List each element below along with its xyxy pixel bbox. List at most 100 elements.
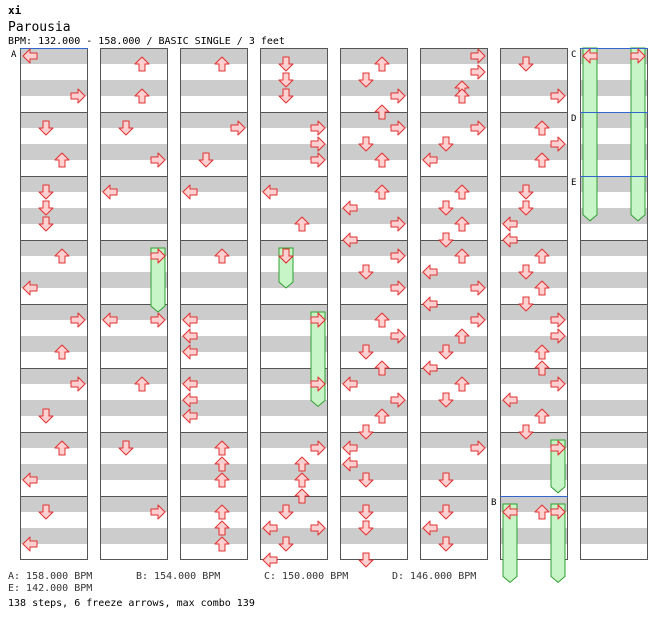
beat-band: [20, 208, 88, 224]
bpm-marker-label: E: [571, 178, 576, 188]
arrow-shape: [182, 376, 198, 392]
column-border: [180, 48, 248, 560]
step-left-arrow: [422, 520, 438, 536]
step-left-arrow: [342, 440, 358, 456]
step-down-arrow: [518, 184, 534, 200]
arrow-shape: [470, 312, 486, 328]
beat-band: [100, 80, 168, 96]
step-down-arrow: [198, 152, 214, 168]
arrow-shape: [358, 552, 374, 568]
beat-band: [580, 368, 648, 384]
beat-band: [100, 176, 168, 192]
column-border: [100, 48, 168, 560]
beat-band: [260, 208, 328, 224]
beat-band: [420, 272, 488, 288]
beat-band: [180, 48, 248, 64]
arrow-shape: [214, 56, 230, 72]
step-right-arrow: [550, 376, 566, 392]
beat-band: [420, 240, 488, 256]
arrow-shape: [518, 184, 534, 200]
step-left-arrow: [262, 184, 278, 200]
arrow-shape: [422, 296, 438, 312]
arrow-shape: [54, 152, 70, 168]
step-up-arrow: [214, 56, 230, 72]
beat-band: [340, 464, 408, 480]
chart-column: [260, 48, 328, 560]
beat-band: [20, 336, 88, 352]
beat-band: [260, 496, 328, 512]
beat-band: [180, 304, 248, 320]
beat-band: [20, 176, 88, 192]
beat-band: [340, 496, 408, 512]
beat-band: [180, 528, 248, 544]
beat-band: [420, 336, 488, 352]
step-left-arrow: [102, 312, 118, 328]
step-up-arrow: [214, 520, 230, 536]
step-right-arrow: [150, 312, 166, 328]
beat-band: [420, 304, 488, 320]
beat-band: [340, 432, 408, 448]
beat-band: [340, 528, 408, 544]
step-right-arrow: [550, 328, 566, 344]
arrow-shape: [134, 56, 150, 72]
step-right-arrow: [550, 504, 566, 520]
step-right-arrow: [470, 440, 486, 456]
step-up-arrow: [374, 360, 390, 376]
step-up-arrow: [534, 280, 550, 296]
step-right-arrow: [70, 312, 86, 328]
beat-band: [420, 368, 488, 384]
step-right-arrow: [470, 312, 486, 328]
beat-band: [180, 272, 248, 288]
arrow-shape: [454, 376, 470, 392]
arrow-shape: [550, 440, 566, 456]
step-right-arrow: [150, 504, 166, 520]
step-left-arrow: [182, 312, 198, 328]
step-down-arrow: [278, 56, 294, 72]
arrow-shape: [310, 120, 326, 136]
arrow-shape: [518, 296, 534, 312]
step-up-arrow: [214, 472, 230, 488]
bpm-legend-a: A: 158.000 BPM: [8, 571, 93, 582]
beat-band: [420, 496, 488, 512]
beat-band: [260, 80, 328, 96]
step-left-arrow: [182, 376, 198, 392]
arrow-shape: [470, 440, 486, 456]
step-up-arrow: [534, 344, 550, 360]
step-left-arrow: [182, 184, 198, 200]
arrow-shape: [358, 72, 374, 88]
step-up-arrow: [374, 408, 390, 424]
step-right-arrow: [310, 376, 326, 392]
arrow-shape: [150, 312, 166, 328]
arrow-shape: [630, 48, 646, 64]
step-up-arrow: [294, 216, 310, 232]
beat-band: [20, 112, 88, 128]
step-left-arrow: [342, 376, 358, 392]
stats-line: 138 steps, 6 freeze arrows, max combo 13…: [8, 598, 255, 609]
arrow-shape: [454, 88, 470, 104]
step-up-arrow: [454, 248, 470, 264]
step-up-arrow: [54, 152, 70, 168]
beat-band: [180, 240, 248, 256]
step-right-arrow: [150, 152, 166, 168]
beat-band: [100, 400, 168, 416]
arrow-shape: [182, 392, 198, 408]
step-left-arrow: [422, 296, 438, 312]
step-down-arrow: [278, 88, 294, 104]
step-down-arrow: [438, 392, 454, 408]
arrow-shape: [582, 48, 598, 64]
beat-band: [180, 112, 248, 128]
arrow-shape: [502, 504, 518, 520]
arrow-shape: [310, 312, 326, 328]
arrow-shape: [550, 328, 566, 344]
step-right-arrow: [550, 88, 566, 104]
arrow-shape: [470, 120, 486, 136]
step-down-arrow: [358, 520, 374, 536]
column-border: [340, 48, 408, 560]
step-down-arrow: [278, 504, 294, 520]
arrow-shape: [70, 312, 86, 328]
arrow-shape: [550, 376, 566, 392]
arrow-shape: [70, 376, 86, 392]
freeze-arrow: [502, 503, 518, 584]
arrow-shape: [182, 328, 198, 344]
arrow-shape: [358, 136, 374, 152]
